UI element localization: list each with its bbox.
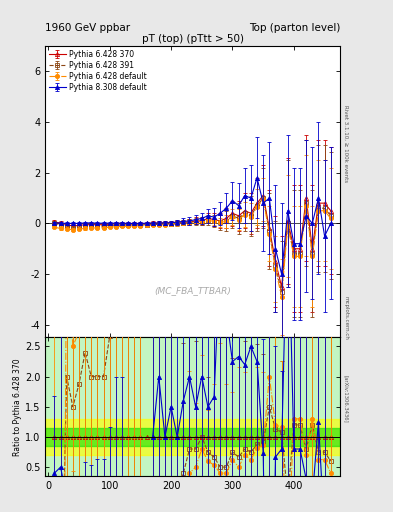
Bar bbox=[45, 419, 340, 455]
Title: pT (top) (pTtt > 50): pT (top) (pTtt > 50) bbox=[141, 34, 244, 44]
Text: Top (parton level): Top (parton level) bbox=[248, 23, 340, 33]
Text: (MC_FBA_TTBAR): (MC_FBA_TTBAR) bbox=[154, 286, 231, 295]
Y-axis label: Ratio to Pythia 6.428 370: Ratio to Pythia 6.428 370 bbox=[13, 358, 22, 456]
Bar bbox=[45, 337, 340, 476]
Text: 1960 GeV ppbar: 1960 GeV ppbar bbox=[45, 23, 130, 33]
Text: [arXiv:1306.3436]: [arXiv:1306.3436] bbox=[343, 375, 348, 423]
Bar bbox=[45, 428, 340, 446]
Legend: Pythia 6.428 370, Pythia 6.428 391, Pythia 6.428 default, Pythia 8.308 default: Pythia 6.428 370, Pythia 6.428 391, Pyth… bbox=[48, 48, 148, 93]
Text: Rivet 3.1.10, ≥ 100k events: Rivet 3.1.10, ≥ 100k events bbox=[343, 105, 348, 182]
Text: mcplots.cern.ch: mcplots.cern.ch bbox=[343, 295, 348, 339]
